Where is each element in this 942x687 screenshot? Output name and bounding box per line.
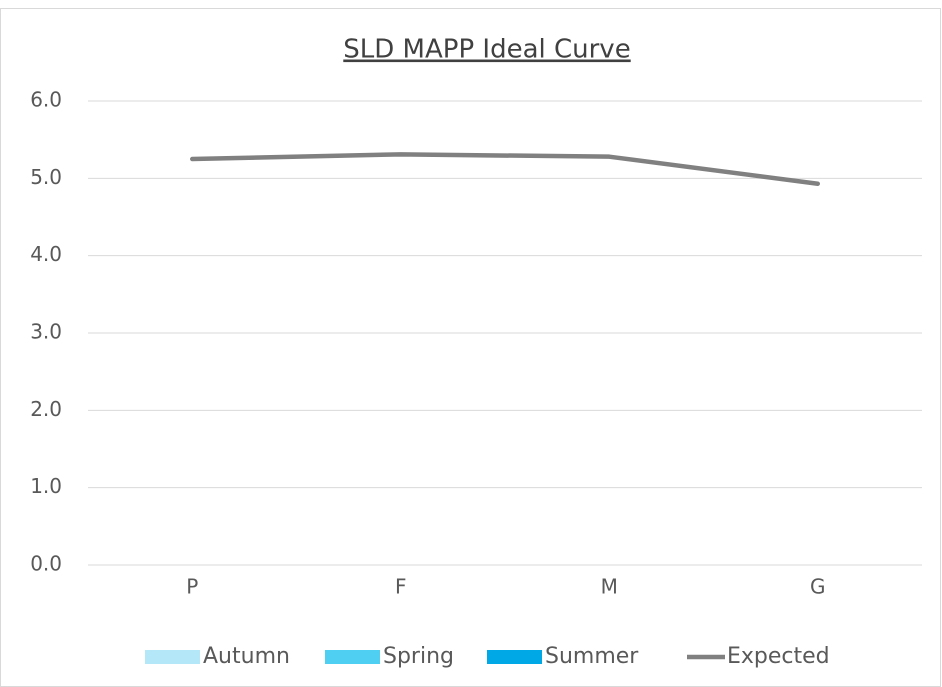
y-tick-label: 6.0 <box>30 88 62 112</box>
x-tick-label: M <box>601 575 618 599</box>
x-tick-label: P <box>186 575 198 599</box>
y-tick-label: 3.0 <box>30 320 62 344</box>
y-tick-label: 5.0 <box>30 165 62 189</box>
legend-swatch <box>325 650 380 664</box>
x-tick-label: F <box>395 575 407 599</box>
y-tick-label: 1.0 <box>30 474 62 498</box>
y-tick-label: 2.0 <box>30 397 62 421</box>
legend-swatch <box>487 650 542 664</box>
x-tick-label: G <box>810 575 826 599</box>
legend-label: Expected <box>727 644 830 669</box>
legend-label: Spring <box>383 644 454 669</box>
chart-border <box>0 8 941 687</box>
legend-swatch <box>145 650 200 664</box>
legend-label: Autumn <box>203 644 290 669</box>
y-tick-label: 0.0 <box>30 552 62 576</box>
y-tick-label: 4.0 <box>30 242 62 266</box>
legend-label: Summer <box>545 644 639 669</box>
line-series <box>190 152 820 186</box>
chart-title: SLD MAPP Ideal Curve <box>343 35 630 65</box>
